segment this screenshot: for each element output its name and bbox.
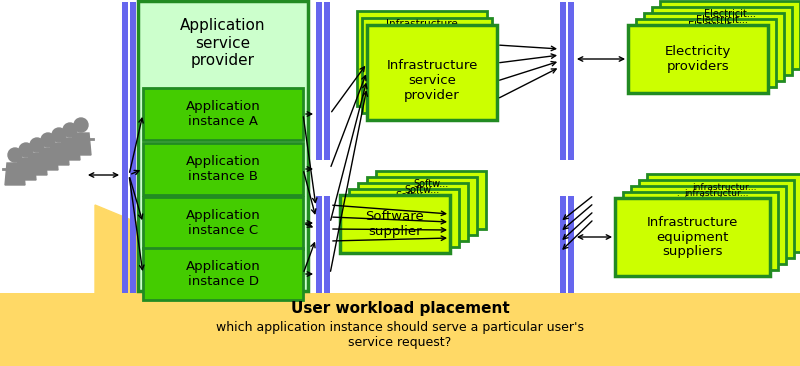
Bar <box>623 192 778 270</box>
Bar <box>367 177 477 235</box>
Bar <box>349 189 459 247</box>
Bar <box>376 171 486 229</box>
Text: Infrastructure
service
provider: Infrastructure service provider <box>386 59 478 102</box>
Circle shape <box>74 118 88 132</box>
Polygon shape <box>49 143 69 165</box>
Text: User workload placement: User workload placement <box>290 302 510 317</box>
Text: Application
instance C: Application instance C <box>186 209 260 237</box>
Bar <box>636 19 776 87</box>
Bar <box>362 18 492 113</box>
Text: Electricit...: Electricit... <box>704 9 756 19</box>
Bar <box>560 196 566 293</box>
Bar <box>324 2 330 160</box>
Text: Application
instance D: Application instance D <box>186 260 260 288</box>
Bar <box>138 1 308 291</box>
Bar <box>358 183 468 241</box>
Text: Softw...: Softw... <box>395 191 430 201</box>
Bar <box>639 180 794 258</box>
Text: infrastructur...: infrastructur... <box>668 201 733 209</box>
Bar <box>660 1 800 69</box>
Polygon shape <box>16 158 36 180</box>
Bar <box>122 2 128 293</box>
Text: Software
supplier: Software supplier <box>366 210 424 238</box>
Polygon shape <box>60 138 80 160</box>
Bar <box>340 195 450 253</box>
Bar <box>130 2 136 293</box>
Text: Electricit...: Electricit... <box>696 15 748 25</box>
Text: Application
service
provider: Application service provider <box>180 18 266 68</box>
Text: Electricit...: Electricit... <box>688 21 740 31</box>
Text: Electricit...: Electricit... <box>680 27 732 37</box>
Bar <box>644 13 784 81</box>
Polygon shape <box>5 163 25 185</box>
Circle shape <box>19 143 33 157</box>
Bar <box>0 293 800 366</box>
Bar <box>143 248 303 300</box>
Text: infrastructur...: infrastructur... <box>684 188 749 198</box>
Text: Infrastructure: Infrastructure <box>391 26 463 36</box>
Bar <box>316 2 322 160</box>
Text: Application
instance A: Application instance A <box>186 100 260 128</box>
Bar <box>615 198 770 276</box>
Bar <box>568 2 574 160</box>
Bar <box>652 7 792 75</box>
Bar <box>143 197 303 249</box>
Bar <box>143 143 303 195</box>
Text: Softw...: Softw... <box>404 185 440 195</box>
Circle shape <box>63 123 77 137</box>
Bar <box>560 2 566 160</box>
Circle shape <box>8 148 22 162</box>
Polygon shape <box>38 148 58 170</box>
Text: Softw...: Softw... <box>386 197 422 207</box>
Text: Electricity
providers: Electricity providers <box>665 45 731 73</box>
Bar <box>316 196 322 293</box>
Text: Infrastructure
equipment
suppliers: Infrastructure equipment suppliers <box>647 216 738 258</box>
Text: infrastructur...: infrastructur... <box>676 194 741 203</box>
Polygon shape <box>27 153 47 175</box>
Bar <box>628 25 768 93</box>
Text: Infrastructure: Infrastructure <box>386 19 458 29</box>
Polygon shape <box>71 133 91 155</box>
Bar <box>143 88 303 140</box>
Bar <box>631 186 786 264</box>
Circle shape <box>41 133 55 147</box>
Bar <box>357 11 487 106</box>
Text: Softw...: Softw... <box>414 179 449 189</box>
Polygon shape <box>95 205 308 293</box>
Circle shape <box>30 138 44 152</box>
Text: which application instance should serve a particular user's
service request?: which application instance should serve … <box>216 321 584 349</box>
Bar <box>367 25 497 120</box>
Bar <box>324 196 330 293</box>
Text: Application
instance B: Application instance B <box>186 155 260 183</box>
Text: infrastructur...: infrastructur... <box>692 183 757 191</box>
Circle shape <box>52 128 66 142</box>
Bar <box>568 196 574 293</box>
Bar <box>647 174 800 252</box>
